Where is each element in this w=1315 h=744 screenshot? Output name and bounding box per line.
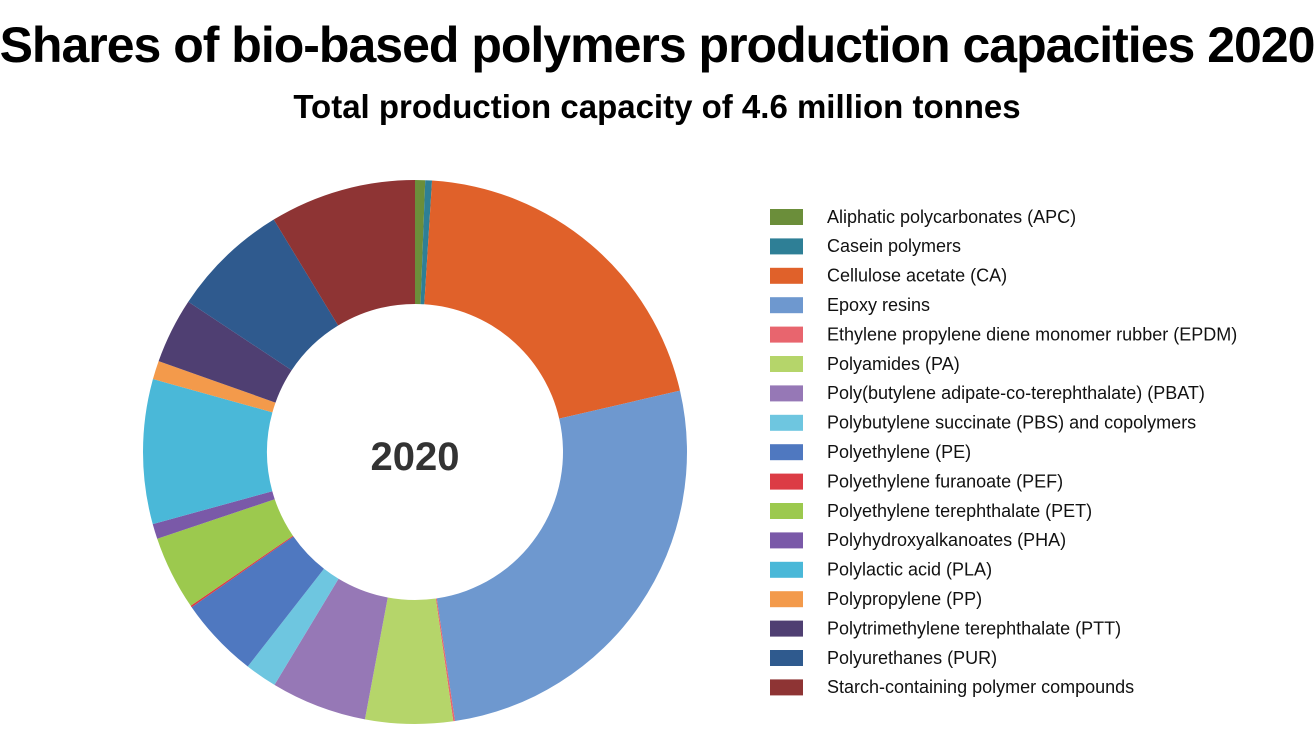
- slice: [274, 578, 388, 720]
- legend-label: Polyethylene furanoate (PEF): [827, 471, 1063, 491]
- legend-swatch: [770, 591, 803, 608]
- legend-label: Poly(butylene adipate-co-terephthalate) …: [827, 383, 1205, 403]
- slice: [191, 536, 325, 667]
- slice: [143, 379, 273, 525]
- legend-label: Epoxy resins: [827, 295, 930, 315]
- chart-subtitle: Total production capacity of 4.6 million…: [293, 88, 1020, 125]
- legend-swatch: [770, 297, 803, 314]
- legend-swatch: [770, 444, 803, 461]
- slice: [152, 491, 275, 539]
- slice: [158, 301, 292, 403]
- legend-label: Polyhydroxyalkanoates (PHA): [827, 530, 1066, 550]
- legend-swatch: [770, 679, 803, 696]
- legend-swatch: [770, 385, 803, 402]
- slice: [435, 598, 455, 722]
- legend-swatch: [770, 620, 803, 637]
- legend-swatch: [770, 561, 803, 578]
- slice: [247, 568, 339, 685]
- slice: [188, 219, 339, 371]
- legend-label: Polyethylene (PE): [827, 442, 971, 462]
- legend-label: Polylactic acid (PLA): [827, 560, 992, 580]
- slice: [420, 180, 433, 305]
- legend-label: Polypropylene (PP): [827, 589, 982, 609]
- legend-label: Polybutylene succinate (PBS) and copolym…: [827, 413, 1196, 433]
- slice: [436, 390, 687, 722]
- legend-swatch: [770, 238, 803, 255]
- slice: [157, 499, 293, 606]
- slice: [190, 535, 294, 608]
- legend-label: Polytrimethylene terephthalate (PTT): [827, 618, 1121, 638]
- slice: [273, 180, 415, 326]
- slice: [424, 180, 680, 419]
- legend-swatch: [770, 414, 803, 431]
- legend-label: Casein polymers: [827, 236, 961, 256]
- center-label: 2020: [371, 435, 460, 479]
- slice: [364, 597, 454, 725]
- legend-swatch: [770, 473, 803, 490]
- legend-label: Polyethylene terephthalate (PET): [827, 501, 1092, 521]
- legend-swatch: [770, 356, 803, 372]
- legend-swatch: [770, 503, 803, 519]
- legend-swatch: [770, 326, 803, 343]
- legend-label: Polyurethanes (PUR): [827, 648, 997, 668]
- chart-title: Shares of bio-based polymers production …: [0, 17, 1314, 73]
- legend-label: Aliphatic polycarbonates (APC): [827, 207, 1076, 227]
- legend-swatch: [770, 267, 803, 284]
- slice: [415, 180, 426, 305]
- legend-swatch: [770, 209, 803, 225]
- legend-swatch: [770, 650, 803, 666]
- legend-label: Cellulose acetate (CA): [827, 266, 1007, 286]
- legend-label: Polyamides (PA): [827, 354, 960, 374]
- donut: [143, 180, 687, 725]
- slice: [152, 361, 276, 413]
- legend-label: Starch-containing polymer compounds: [827, 677, 1134, 697]
- legend-label: Ethylene propylene diene monomer rubber …: [827, 324, 1237, 344]
- legend-swatch: [770, 532, 803, 549]
- legend: Aliphatic polycarbonates (APC) Casein pol…: [770, 207, 1237, 697]
